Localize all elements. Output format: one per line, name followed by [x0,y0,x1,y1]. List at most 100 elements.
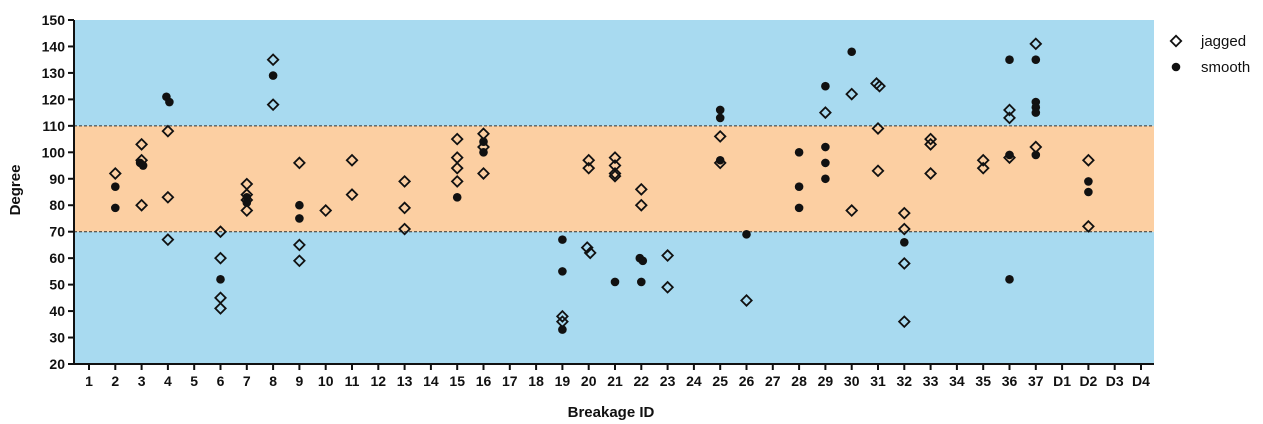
point-jagged [634,198,648,212]
point-jagged [897,256,911,270]
x-tick-label: 22 [634,373,650,389]
point-smooth [1031,55,1041,64]
legend-label-smooth: smooth [1201,59,1250,76]
y-tick-label: 40 [49,303,65,319]
background-bands [74,20,1154,364]
y-tick-label: 140 [42,38,66,54]
point-smooth [715,113,725,123]
point-smooth [111,182,120,192]
y-tick-label: 90 [49,171,65,187]
point-jagged [345,188,359,202]
point-jagged [214,225,227,239]
x-tick-label: 24 [686,373,702,389]
point-smooth [638,256,648,266]
x-tick-label: 27 [765,373,781,389]
point-smooth [1005,150,1014,160]
point-smooth [1005,275,1014,284]
point-smooth [479,148,488,157]
x-tick-label: D1 [1053,373,1071,389]
point-smooth [794,148,804,157]
y-tick-label: 80 [49,197,65,213]
x-tick-label: 31 [870,373,886,389]
point-smooth [138,161,148,170]
point-jagged [818,106,832,120]
point-jagged [897,206,911,220]
point-jagged [450,161,464,175]
point-jagged [845,204,859,217]
point-jagged [1081,219,1095,233]
x-tick-label: 1 [85,373,93,389]
point-jagged [713,129,727,143]
point-jagged [871,122,885,135]
x-tick-label: 2 [111,373,119,389]
point-smooth [715,105,725,115]
x-tick-label: 21 [607,373,623,389]
point-jagged [608,151,622,165]
x-tick-label: 30 [844,373,860,389]
point-jagged [161,124,175,138]
legend-label-jagged: jagged [1200,33,1246,50]
point-smooth [1031,150,1041,160]
x-axis-title: Breakage ID [568,404,655,421]
point-jagged [319,204,333,217]
legend: jagged smooth [1169,33,1250,76]
point-jagged [292,156,306,170]
band-2 [74,20,1154,126]
point-jagged [634,182,648,196]
y-tick-label: 20 [49,356,65,372]
y-axis-title: Degree [7,165,24,216]
point-smooth [242,198,252,207]
point-jagged [161,233,175,247]
point-jagged [266,53,280,67]
point-jagged [871,164,885,178]
point-smooth [821,81,830,91]
point-smooth [558,235,567,244]
band-0 [74,231,1154,364]
point-jagged [266,98,280,112]
x-tick-label: 32 [897,373,913,389]
point-smooth [821,174,830,184]
point-jagged [398,222,412,236]
point-smooth [610,277,620,287]
x-axis-ticks: 1 2 3 4 5 6 7 8 9 10 11 12 13 14 15 16 17 18 19 20 21 22 23 24 2… [85,364,1150,389]
point-jagged [345,153,359,167]
point-smooth [558,267,567,276]
point-smooth [794,203,804,213]
point-smooth [794,182,804,192]
point-smooth [821,142,830,152]
point-smooth [637,277,646,287]
point-jagged [580,241,594,255]
y-tick-label: 60 [49,250,65,266]
point-jagged [873,79,886,93]
point-jagged [924,167,938,180]
y-axis-ticks: 20 30 40 50 60 70 80 90 100 110 120 130 140 150 [42,12,74,372]
y-tick-label: 110 [42,118,65,134]
point-smooth [1084,187,1093,197]
point-jagged [661,249,675,262]
x-tick-label: 37 [1028,373,1044,389]
point-jagged [240,204,254,217]
point-jagged [582,153,596,167]
point-jagged [924,132,938,146]
point-smooth [216,275,225,284]
point-smooth [479,137,488,147]
point-jagged [608,169,622,183]
x-tick-label: 25 [712,373,728,389]
x-tick-label: 8 [269,373,277,389]
point-jagged [398,174,412,188]
x-tick-label: 15 [449,373,465,389]
point-jagged [897,315,911,329]
legend-marker-smooth [1171,62,1181,72]
x-tick-label: D3 [1106,373,1124,389]
x-tick-label: 7 [243,373,251,389]
point-smooth [821,158,830,168]
y-tick-label: 130 [42,65,66,81]
point-jagged [108,167,122,180]
y-tick-label: 120 [42,91,66,107]
point-jagged [1029,37,1043,51]
x-tick-label: 4 [164,373,172,389]
x-tick-label: 12 [371,373,387,389]
x-tick-label: 26 [739,373,755,389]
x-tick-label: 3 [138,373,146,389]
point-jagged [1081,153,1095,167]
